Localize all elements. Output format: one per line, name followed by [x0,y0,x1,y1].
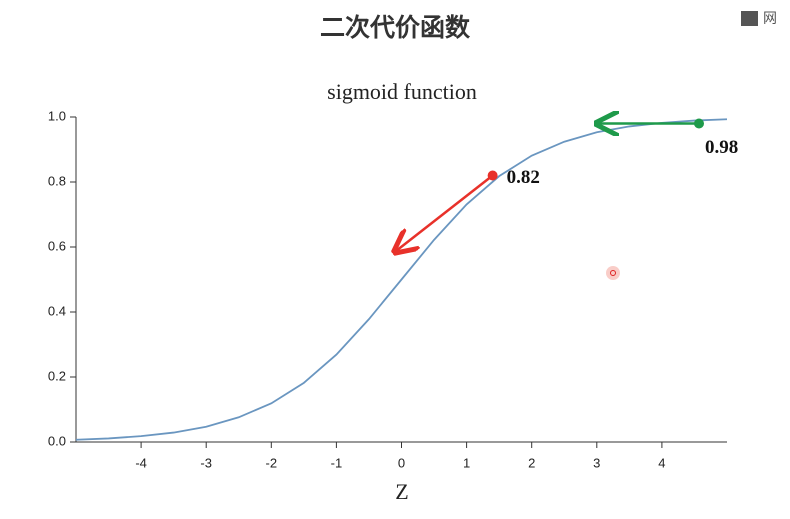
slide-title: 二次代价函数 [320,13,471,42]
annotation-label: 0.98 [705,137,738,158]
gradient-arrow [397,174,494,251]
laser-pointer [606,266,620,280]
y-tick-label: 0.2 [48,368,66,383]
y-tick-label: 1.0 [48,108,66,123]
x-tick-label: 0 [398,455,405,470]
y-tick-label: 0.4 [48,303,66,318]
chart-title: sigmoid function [327,79,477,104]
x-tick-label: -2 [266,455,278,470]
y-tick-label: 0.0 [48,433,66,448]
x-tick-label: 3 [593,455,600,470]
badge: 网 [763,11,777,27]
x-tick-label: -4 [135,455,147,470]
annotation-point [694,118,705,129]
sigmoid-curve [75,118,728,441]
x-tick-label: 4 [658,455,665,470]
x-tick-label: -1 [331,455,343,470]
annotation-label: 0.82 [507,167,540,188]
x-tick-label: 2 [528,455,535,470]
annotation-point [487,170,498,181]
x-tick-label: -3 [200,455,212,470]
y-tick-label: 0.8 [48,173,66,188]
x-tick-label: 1 [463,455,470,470]
badge-icon [741,11,758,26]
y-tick-label: 0.6 [48,238,66,253]
x-axis-label: Z [395,479,408,504]
laser-dot [610,270,616,276]
